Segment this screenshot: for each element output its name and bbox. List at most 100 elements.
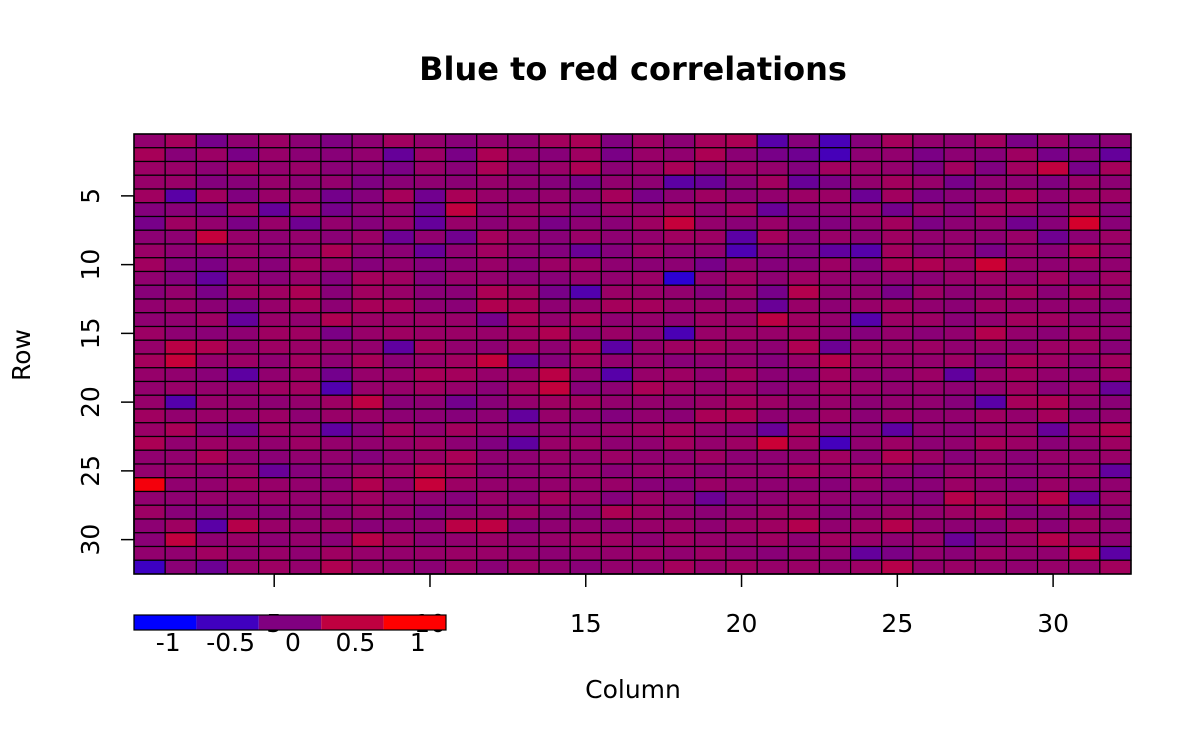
heatmap-cell	[444, 229, 478, 245]
heatmap-cell	[725, 435, 758, 451]
heatmap-cell	[943, 243, 976, 259]
heatmap-cell	[1099, 270, 1132, 286]
heatmap-cell	[476, 394, 509, 410]
heatmap-cell	[725, 215, 758, 231]
heatmap-cell	[164, 435, 197, 451]
heatmap-cell	[1005, 284, 1039, 300]
heatmap-cell	[226, 408, 260, 424]
heatmap-cell	[444, 518, 478, 534]
heatmap-cell	[663, 435, 696, 451]
heatmap-cell	[818, 477, 852, 493]
heatmap-cell	[756, 147, 789, 163]
heatmap-cell	[413, 325, 447, 341]
heatmap-cell	[631, 408, 665, 424]
heatmap-cell	[476, 518, 509, 534]
heatmap-cell	[476, 339, 509, 355]
heatmap-cell	[195, 160, 229, 176]
heatmap-cell	[912, 545, 945, 561]
heatmap-cell	[226, 325, 260, 341]
heatmap-cell	[600, 215, 634, 231]
heatmap-cell	[1099, 298, 1132, 314]
heatmap-cell	[1036, 380, 1070, 396]
x-tick-label: 25	[881, 609, 913, 638]
heatmap-cell	[849, 353, 883, 369]
heatmap-cell	[164, 532, 197, 548]
heatmap-cell	[320, 559, 353, 575]
heatmap-cell	[694, 394, 727, 410]
heatmap-cell	[538, 353, 571, 369]
heatmap-cell	[164, 353, 197, 369]
heatmap-cell	[849, 215, 883, 231]
heatmap-cell	[725, 270, 758, 286]
x-tick-label: 30	[1037, 609, 1069, 638]
heatmap-cell	[320, 490, 353, 506]
heatmap-cell	[818, 298, 852, 314]
heatmap-cell	[881, 559, 914, 575]
heatmap-cell	[413, 284, 447, 300]
heatmap-cell	[912, 133, 945, 149]
heatmap-cell	[631, 188, 665, 204]
heatmap-cell	[912, 202, 945, 218]
heatmap-cell	[787, 202, 821, 218]
heatmap-cell	[569, 174, 602, 190]
heatmap-cell	[600, 339, 634, 355]
heatmap-cell	[1068, 435, 1101, 451]
heatmap-cell	[476, 147, 509, 163]
heatmap-cell	[756, 257, 789, 273]
heatmap-cell	[756, 504, 789, 520]
heatmap-cell	[1068, 284, 1101, 300]
heatmap-cell	[943, 229, 976, 245]
heatmap-cell	[600, 312, 634, 328]
heatmap-cell	[164, 133, 197, 149]
heatmap-cell	[725, 257, 758, 273]
heatmap-cell	[912, 559, 945, 575]
heatmap-cell	[943, 215, 976, 231]
heatmap-cell	[226, 435, 260, 451]
heatmap-cell	[476, 477, 509, 493]
heatmap-cell	[974, 367, 1007, 383]
heatmap-cell	[507, 160, 540, 176]
heatmap-cell	[725, 160, 758, 176]
heatmap-cell	[195, 353, 229, 369]
heatmap-cell	[195, 339, 229, 355]
legend-label: -0.5	[206, 628, 255, 657]
heatmap-cell	[226, 477, 260, 493]
heatmap-cell	[226, 284, 260, 300]
heatmap-cell	[1068, 380, 1101, 396]
heatmap-cell	[974, 490, 1007, 506]
heatmap-cell	[631, 133, 665, 149]
heatmap-cell	[382, 188, 416, 204]
heatmap-cell	[943, 422, 976, 438]
heatmap-cell	[569, 408, 602, 424]
heatmap-cell	[974, 215, 1007, 231]
heatmap-cell	[133, 545, 166, 561]
heatmap-cell	[476, 133, 509, 149]
heatmap-cell	[600, 408, 634, 424]
heatmap-cell	[725, 449, 758, 465]
heatmap-cell	[289, 270, 322, 286]
heatmap-cell	[943, 202, 976, 218]
heatmap-cell	[351, 284, 384, 300]
heatmap-cell	[258, 532, 291, 548]
heatmap-cell	[164, 545, 197, 561]
heatmap-cell	[320, 532, 353, 548]
heatmap-cell	[600, 559, 634, 575]
heatmap-cell	[787, 133, 821, 149]
heatmap-cell	[1099, 229, 1132, 245]
heatmap-cell	[226, 174, 260, 190]
heatmap-cell	[1068, 270, 1101, 286]
heatmap-cell	[226, 188, 260, 204]
heatmap-cell	[725, 133, 758, 149]
heatmap-cell	[974, 312, 1007, 328]
heatmap-cell	[1005, 490, 1039, 506]
heatmap-cell	[849, 188, 883, 204]
heatmap-cell	[195, 545, 229, 561]
heatmap-cell	[694, 477, 727, 493]
heatmap-cell	[320, 367, 353, 383]
heatmap-cell	[1036, 257, 1070, 273]
heatmap-cell	[538, 490, 571, 506]
heatmap-cell	[289, 312, 322, 328]
heatmap-cell	[849, 298, 883, 314]
heatmap-cell	[133, 160, 166, 176]
heatmap-cell	[1005, 174, 1039, 190]
